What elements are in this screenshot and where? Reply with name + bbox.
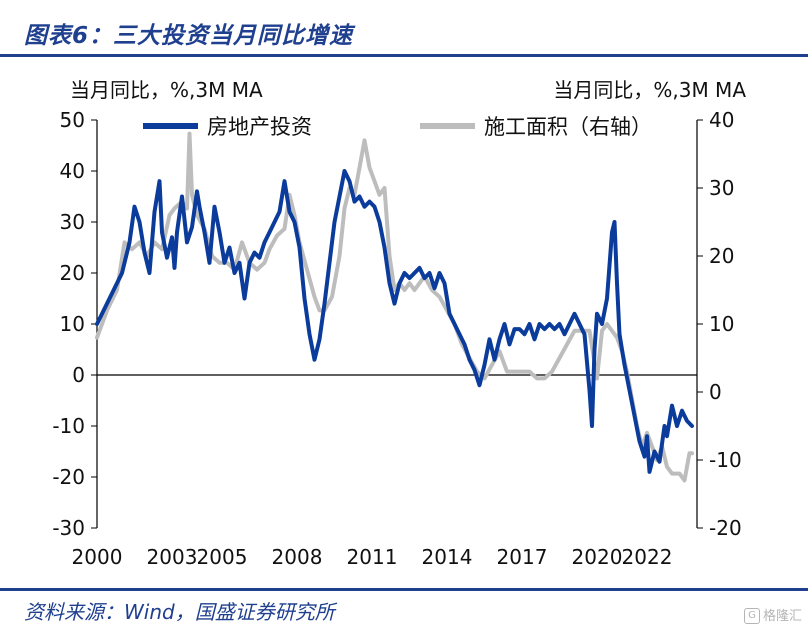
series-line-real-estate-investment — [95, 169, 694, 474]
line-chart: 50 40 30 20 10 0 -10 -20 -30 40 30 20 10 0 -10 -20 2000 2… — [52, 108, 742, 569]
watermark-text: 格隆汇 — [762, 608, 802, 624]
right-tick-label: -10 — [709, 448, 742, 472]
legend-construction-area-label: 施工面积（右轴） — [484, 115, 652, 139]
legend-real-estate-investment-label: 房地产投资 — [207, 115, 312, 139]
right-tick-label: -20 — [709, 516, 742, 540]
right-tick-label: 0 — [709, 380, 722, 404]
figure-header: 图表6：三大投资当月同比增速 — [0, 0, 808, 58]
watermark-logo-icon: G — [743, 608, 760, 624]
left-tick-label: -10 — [52, 414, 85, 438]
source-note: 资料来源：Wind，国盛证券研究所 — [24, 600, 335, 624]
x-tick-label: 2000 — [72, 545, 123, 569]
x-tick-label: 2017 — [497, 545, 548, 569]
left-tick-label: 10 — [60, 312, 85, 336]
left-tick-label: 0 — [72, 363, 85, 387]
right-tick-label: 10 — [709, 312, 734, 336]
right-tick-label: 20 — [709, 244, 734, 268]
left-tick-label: 50 — [60, 108, 85, 132]
x-tick-label: 2014 — [422, 545, 473, 569]
figure-title: 图表6：三大投资当月同比增速 — [24, 23, 354, 49]
left-axis-label: 当月同比，%,3M MA — [70, 78, 263, 102]
x-tick-label: 2005 — [197, 545, 248, 569]
left-tick-label: -20 — [52, 465, 85, 489]
series-line-construction-area — [95, 131, 694, 483]
watermark: G 格隆汇 — [743, 605, 802, 624]
right-tick-label: 40 — [709, 108, 734, 132]
right-axis-label: 当月同比，%,3M MA — [553, 78, 746, 102]
left-tick-label: 30 — [60, 210, 85, 234]
x-tick-label: 2008 — [272, 545, 323, 569]
header-rule — [0, 54, 808, 57]
x-tick-label: 2011 — [347, 545, 398, 569]
x-tick-label: 2022 — [622, 545, 673, 569]
x-tick-label: 2020 — [572, 545, 623, 569]
footer-rule — [0, 588, 808, 591]
x-tick-label: 2003 — [147, 545, 198, 569]
left-tick-label: -30 — [52, 516, 85, 540]
left-tick-label: 40 — [60, 159, 85, 183]
left-tick-label: 20 — [60, 261, 85, 285]
right-tick-label: 30 — [709, 176, 734, 200]
